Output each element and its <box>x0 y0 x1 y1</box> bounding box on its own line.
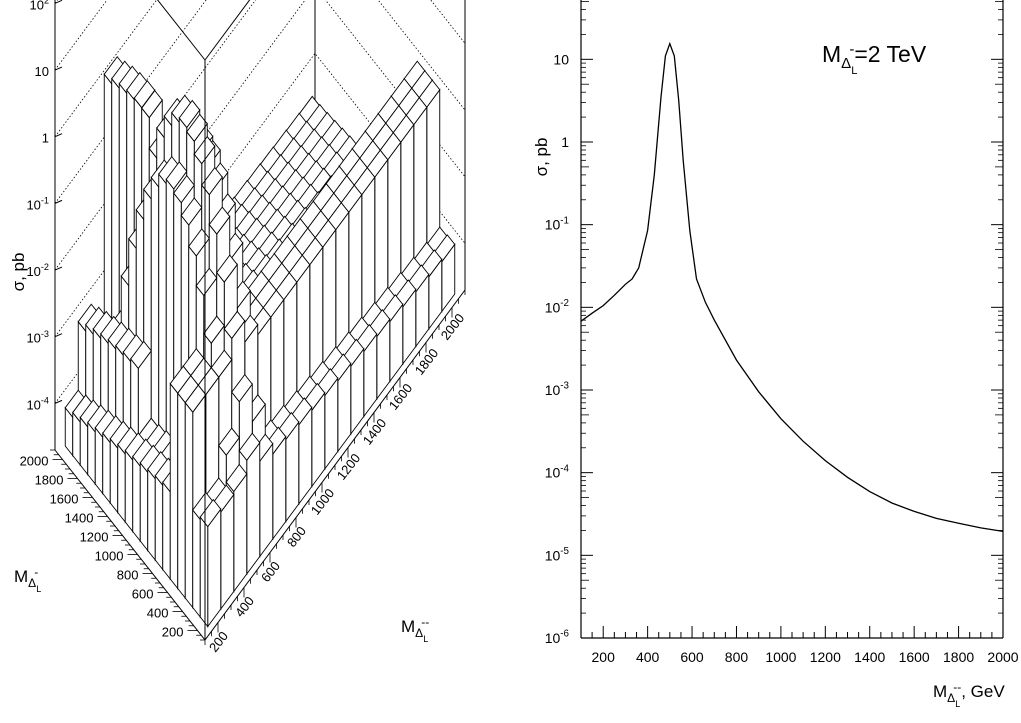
line-x-tick-label: 600 <box>680 649 704 665</box>
line-y-tick-label: 10-2 <box>545 298 569 315</box>
line-x-tick-label: 200 <box>592 649 616 665</box>
lego-bars <box>64 56 456 628</box>
line-x-tick-label: 800 <box>725 649 749 665</box>
line-annotation: MΔL -=2 TeV <box>822 41 927 77</box>
lego-z-tick-label: 10 <box>35 64 49 79</box>
line-x-tick-label: 1400 <box>854 649 885 665</box>
lego-bar <box>199 498 222 628</box>
lego-x-tick-label: 1000 <box>308 486 338 518</box>
lego-x-tick-label: 400 <box>232 594 257 620</box>
line-ticks: 200 400 600 800 1000 1200 1400 1600 1800 2000 10-6… <box>545 1 1019 665</box>
line-x-tick-label: 1600 <box>899 649 930 665</box>
line-xlabel-sub: Δ <box>947 691 955 705</box>
lego-z-tick-label: 10-4 <box>26 396 49 413</box>
lego-x-tick-label: 2000 <box>438 311 468 343</box>
line-x-axis-label: MΔL --, GeV <box>933 680 1005 709</box>
lego-x-tick-label: 1400 <box>360 416 390 448</box>
line-xlabel-subsub: L <box>955 699 960 709</box>
lego-grid <box>54 0 466 404</box>
lego-xlabel-sup: -- <box>421 615 429 629</box>
lego-z-tick-label: 102 <box>29 0 49 12</box>
lego-y-tick-label: 600 <box>132 587 154 602</box>
lego-ylabel2-subsub: L <box>36 584 41 594</box>
line-x-tick-label: 2000 <box>987 649 1018 665</box>
line-y-tick-label: 1 <box>561 134 569 150</box>
lego-z-tick-label: 1 <box>42 131 49 146</box>
line-y-tick-label: 10 <box>553 51 569 67</box>
lego-y-tick-label: 1200 <box>80 530 109 545</box>
lego-z-tick-mark <box>54 0 63 4</box>
lego-z-tick-mark <box>54 66 63 71</box>
lego-ylabel2-sup: - <box>34 565 38 579</box>
lego-grid-line <box>54 0 58 4</box>
line-y-tick-label: 10-1 <box>545 215 569 232</box>
line-xlabel-sup: -- <box>953 680 961 694</box>
annotation-sup: - <box>849 41 854 58</box>
line-x-tick-label: 1200 <box>810 649 841 665</box>
lego-z-tick-label: 10-1 <box>26 196 49 213</box>
line-plot: 200 400 600 800 1000 1200 1400 1600 1800 2000 10-6… <box>532 0 1019 709</box>
lego-z-tick-mark <box>54 399 63 404</box>
lego-y-tick-label: 2000 <box>20 454 49 469</box>
line-x-tick-label: 1000 <box>765 649 796 665</box>
lego-x-tick-label: 200 <box>206 629 231 655</box>
line-y-tick-label: 10-6 <box>545 629 570 646</box>
lego-ylabel2-sub: Δ <box>28 576 36 590</box>
annotation-main: M <box>822 41 841 67</box>
line-y-tick-label: 10-4 <box>545 463 570 480</box>
lego-x-axis-label: MΔL -- <box>401 615 429 644</box>
svg-text:MΔL-=2 TeV: MΔL -=2 TeV <box>822 41 927 77</box>
line-xlabel-main: M <box>933 682 947 701</box>
line-y-tick-label: 10-3 <box>545 381 570 398</box>
lego-y-tick-label: 800 <box>117 568 139 583</box>
line-xlabel-rest: , GeV <box>961 682 1005 701</box>
lego-xlabel-main: M <box>401 617 415 636</box>
lego-z-tick-mark <box>54 333 63 338</box>
svg-text:MΔL--, GeV: MΔL --, GeV <box>933 680 1005 709</box>
lego-plot: 10-410-310-210-1110102103104200400600800… <box>9 0 467 655</box>
lego-x-tick-label: 1800 <box>412 346 442 378</box>
lego-ylabel2-main: M <box>14 567 28 586</box>
lego-y-tick-label: 1800 <box>35 473 64 488</box>
line-x-tick-label: 1800 <box>943 649 974 665</box>
lego-z-tick-label: 10-3 <box>26 329 49 346</box>
lego-y-tick-label: 1000 <box>95 549 124 564</box>
line-y-tick-label: 10-5 <box>545 546 570 563</box>
annotation-rest: =2 TeV <box>854 41 926 67</box>
lego-x-tick-label: 800 <box>284 524 309 550</box>
svg-text:MΔL-: MΔL - <box>14 565 41 594</box>
line-series-0 <box>580 41 1004 533</box>
lego-top-frame <box>156 0 251 61</box>
lego-xlabel-subsub: L <box>423 634 428 644</box>
annotation-subsub: L <box>851 65 857 77</box>
lego-x-tick-label: 1200 <box>334 451 364 483</box>
line-frame <box>580 0 1004 639</box>
lego-y-tick-label: 200 <box>162 625 184 640</box>
lego-y-tick-label: 1600 <box>50 492 79 507</box>
lego-x-tick-label: 1600 <box>386 381 416 413</box>
line-ylabel: σ, pb <box>532 138 551 177</box>
lego-y-axis-label: MΔL - <box>14 565 41 594</box>
annotation-sub: Δ <box>841 55 851 72</box>
lego-xlabel-sub: Δ <box>415 626 423 640</box>
lego-y-tick-label: 400 <box>147 606 169 621</box>
lego-ylabel: σ, pb <box>9 253 28 292</box>
svg-text:MΔL--: MΔL -- <box>401 615 429 644</box>
lego-z-tick-mark <box>54 199 63 204</box>
lego-z-tick-label: 10-2 <box>26 262 49 279</box>
lego-z-tick-mark <box>54 133 63 138</box>
lego-y-tick-label: 1400 <box>65 511 94 526</box>
lego-x-tick-label: 600 <box>258 559 283 585</box>
lego-z-tick-mark <box>54 266 63 271</box>
line-x-tick-label: 400 <box>636 649 660 665</box>
